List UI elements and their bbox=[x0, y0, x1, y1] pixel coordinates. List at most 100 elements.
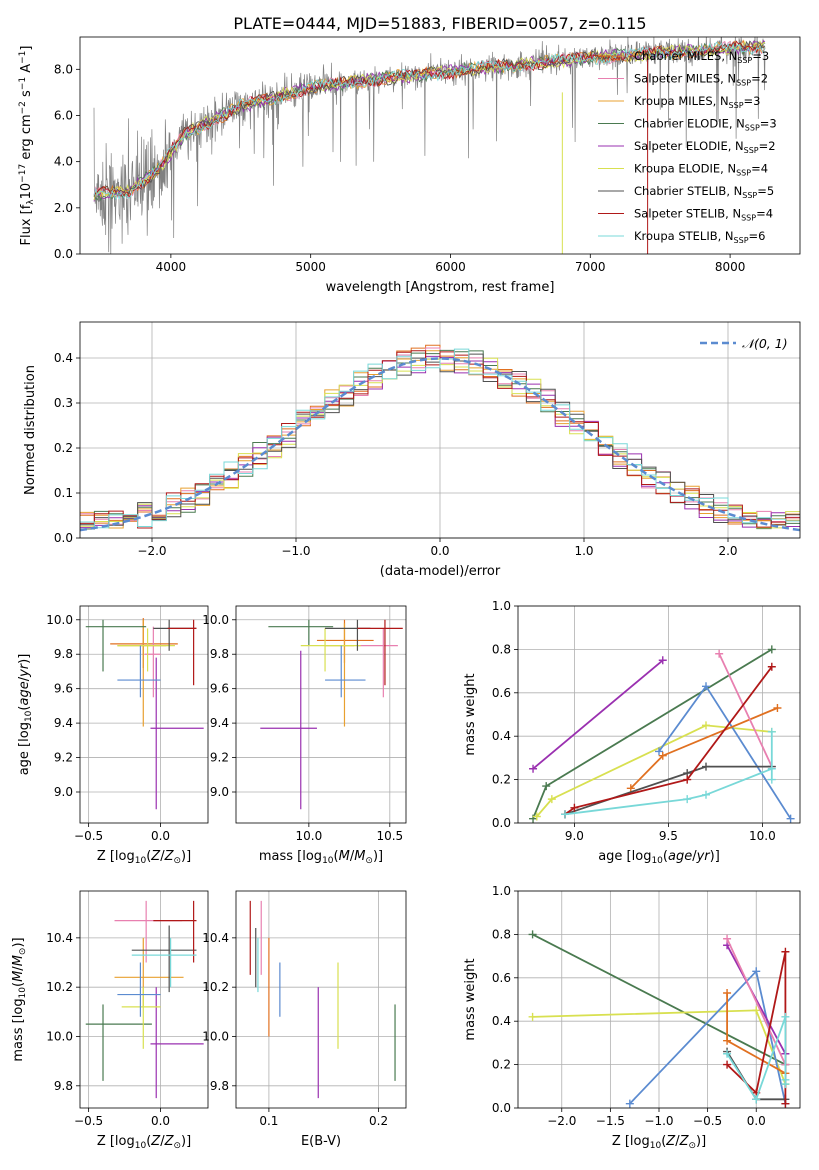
weight-marker bbox=[561, 810, 569, 819]
weight-marker bbox=[626, 784, 635, 793]
axes-frame bbox=[79, 321, 801, 539]
weight-marker bbox=[773, 703, 782, 712]
model-line-8 bbox=[93, 41, 766, 201]
legend-label: Chabrier MILES, NSSP=3 bbox=[634, 49, 769, 65]
weight_vs_age-panel: 9.0 9.5 10.0 0.0 0.2 0.4 0.6 0.8 1.0 age [log10(a… bbox=[463, 599, 801, 866]
y-tick-label: 10.4 bbox=[202, 931, 229, 945]
y-tick-label: 0.4 bbox=[54, 351, 73, 365]
legend-label: Kroupa STELIB, NSSP=6 bbox=[634, 229, 765, 245]
weight-series-4 bbox=[630, 707, 778, 789]
y-tick-label: 0.8 bbox=[492, 642, 511, 656]
x-tick-label: 0.0 bbox=[430, 544, 449, 558]
legend-label: Kroupa ELODIE, NSSP=4 bbox=[634, 162, 768, 178]
x-axis-label: Z [log10(Z/Z⊙)] bbox=[97, 849, 191, 866]
y-tick-label: 1.0 bbox=[492, 599, 511, 613]
x-tick-label: −0.5 bbox=[693, 1114, 722, 1128]
x-axis-label: E(B-V) bbox=[301, 1134, 341, 1149]
x-axis-label: wavelength [Angstrom, rest frame] bbox=[326, 280, 555, 295]
weight-marker bbox=[752, 967, 761, 976]
y-tick-label: 10.2 bbox=[202, 980, 229, 994]
weight-marker bbox=[655, 747, 663, 756]
y-tick-label: 0.3 bbox=[54, 396, 73, 410]
y-tick-label: 10.0 bbox=[46, 613, 73, 627]
x-tick-label: 9.0 bbox=[565, 829, 584, 843]
y-tick-label: 10.0 bbox=[202, 613, 229, 627]
y-tick-label: 9.8 bbox=[210, 647, 229, 661]
histogram-series-7 bbox=[80, 350, 800, 529]
x-tick-label: 6000 bbox=[435, 260, 466, 274]
y-tick-label: 1.0 bbox=[492, 884, 511, 898]
x-axis-label: Z [log10(Z/Z⊙)] bbox=[97, 1134, 191, 1151]
residual_hist-panel: −2.0 −1.0 0.0 1.0 2.0 0.0 0.1 0.2 0.3 0.4 (data-mo… bbox=[23, 321, 801, 579]
weight-marker bbox=[723, 1060, 732, 1069]
y-tick-label: 9.4 bbox=[210, 716, 229, 730]
x-tick-label: 0.1 bbox=[259, 1114, 278, 1128]
x-tick-label: −1.5 bbox=[596, 1114, 625, 1128]
axes-frame bbox=[79, 890, 209, 1109]
weight-marker bbox=[781, 947, 790, 956]
x-axis-label: age [log10(age/yr)] bbox=[598, 849, 720, 866]
x-tick-label: −0.5 bbox=[74, 829, 103, 843]
y-tick-label: 9.2 bbox=[210, 751, 229, 765]
y-tick-label: 0.2 bbox=[492, 1058, 511, 1072]
weight-marker bbox=[767, 662, 776, 671]
model-line-3 bbox=[93, 40, 766, 202]
x-tick-label: −0.5 bbox=[74, 1114, 103, 1128]
weight-marker bbox=[658, 656, 667, 665]
y-axis-label: Normed distribution bbox=[23, 365, 38, 495]
weight-marker bbox=[625, 1099, 634, 1108]
x-tick-label: 10.0 bbox=[749, 829, 776, 843]
weight-marker bbox=[532, 812, 541, 821]
axes-frame bbox=[79, 605, 209, 824]
weight-marker bbox=[723, 1049, 732, 1058]
y-tick-label: 0.6 bbox=[492, 971, 511, 985]
x-axis-label: (data-model)/error bbox=[380, 564, 501, 579]
weight-marker bbox=[767, 764, 776, 773]
model-line-7 bbox=[93, 40, 766, 199]
y-tick-label: 9.8 bbox=[54, 647, 73, 661]
weight-marker bbox=[570, 803, 579, 812]
weight-marker bbox=[752, 1006, 761, 1015]
y-tick-label: 9.6 bbox=[210, 682, 229, 696]
weight-marker bbox=[767, 727, 776, 736]
x-tick-label: 1.0 bbox=[574, 544, 593, 558]
weight-series-5 bbox=[718, 653, 773, 767]
weight-marker bbox=[528, 1012, 537, 1021]
x-tick-label: 0.0 bbox=[151, 1114, 170, 1128]
x-tick-label: 8000 bbox=[715, 260, 746, 274]
weight-marker bbox=[781, 1012, 790, 1021]
legend-label: Chabrier ELODIE, NSSP=3 bbox=[634, 117, 777, 133]
age_vs_Z-panel: −0.5 0.0 9.0 9.2 9.4 9.6 9.8 10.0 Z [log10(Z/Z⊙)… bbox=[17, 605, 209, 866]
weight-series-8 bbox=[564, 731, 773, 816]
y-tick-label: 9.8 bbox=[210, 1079, 229, 1093]
axes-frame bbox=[517, 890, 801, 1109]
weight-marker bbox=[542, 782, 551, 791]
weight-marker bbox=[529, 764, 538, 773]
y-tick-label: 0.8 bbox=[492, 927, 511, 941]
weight-marker bbox=[528, 930, 537, 939]
y-tick-label: 0.0 bbox=[492, 1101, 511, 1115]
figure-title: PLATE=0444, MJD=51883, FIBERID=0057, z=0… bbox=[233, 14, 646, 33]
x-tick-label: −2.0 bbox=[547, 1114, 576, 1128]
y-tick-label: 9.0 bbox=[54, 785, 73, 799]
y-tick-label: 0.0 bbox=[492, 816, 511, 830]
weight-marker bbox=[658, 751, 667, 760]
weight-series-6 bbox=[564, 765, 772, 816]
y-tick-label: 10.0 bbox=[202, 1029, 229, 1043]
x-tick-label: −1.0 bbox=[644, 1114, 673, 1128]
y-tick-label: 0.2 bbox=[492, 773, 511, 787]
x-tick-label: 7000 bbox=[575, 260, 606, 274]
weight-marker bbox=[702, 790, 710, 799]
weight-marker bbox=[786, 814, 795, 823]
weight-marker bbox=[683, 775, 692, 784]
mass_vs_Z-panel: −0.5 0.0 9.8 10.0 10.2 10.4 Z [log10(Z/Z⊙)] mas… bbox=[11, 890, 209, 1151]
x-tick-label: 10.5 bbox=[376, 829, 403, 843]
x-tick-label: −1.0 bbox=[281, 544, 310, 558]
legend-label: Salpeter STELIB, NSSP=4 bbox=[634, 207, 773, 223]
y-tick-label: 9.0 bbox=[210, 785, 229, 799]
spectrum-panel: 4000 5000 6000 7000 8000 0.0 2.0 4.0 6.0 8.0 wavel… bbox=[18, 36, 801, 295]
axes-frame bbox=[235, 890, 407, 1109]
legend-label: Salpeter ELODIE, NSSP=2 bbox=[634, 139, 776, 155]
weight-series-0 bbox=[532, 659, 664, 770]
y-tick-label: 9.2 bbox=[54, 751, 73, 765]
